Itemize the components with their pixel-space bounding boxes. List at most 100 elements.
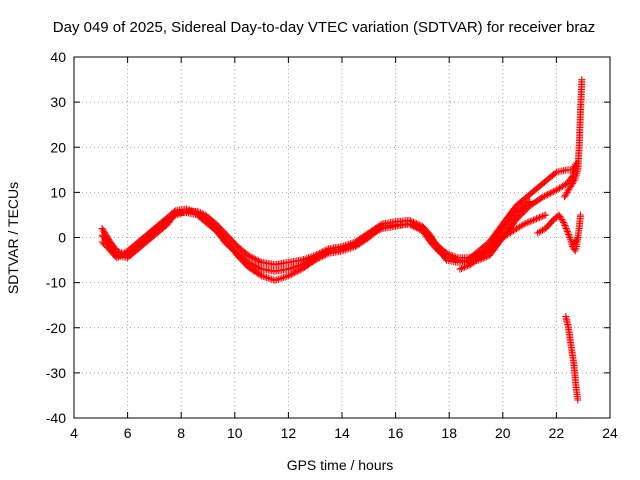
- y-tick-label: -20: [46, 320, 66, 336]
- data-point: [366, 230, 374, 238]
- series-track-c: [98, 197, 534, 275]
- data-point: [338, 245, 346, 253]
- data-point: [322, 249, 330, 257]
- data-point: [289, 263, 297, 271]
- data-point: [577, 211, 585, 219]
- data-point: [551, 169, 559, 177]
- data-point: [560, 193, 568, 201]
- data-point: [299, 260, 307, 268]
- data-point: [340, 244, 348, 252]
- data-point: [374, 227, 382, 235]
- data-point: [452, 253, 460, 261]
- series-track-d: [456, 211, 550, 273]
- data-point: [571, 238, 579, 246]
- data-point: [534, 214, 542, 222]
- data-point: [571, 175, 579, 183]
- data-point: [537, 227, 545, 235]
- data-point: [548, 188, 556, 196]
- data-point: [520, 220, 528, 228]
- data-point: [302, 258, 310, 266]
- y-tick-label: 0: [58, 230, 66, 246]
- data-point: [519, 221, 527, 229]
- data-point: [350, 241, 358, 249]
- data-point: [305, 257, 313, 265]
- data-point: [368, 230, 376, 238]
- data-point: [562, 190, 570, 198]
- data-point: [377, 225, 385, 233]
- data-point: [565, 232, 573, 240]
- data-point: [461, 263, 469, 271]
- data-point: [540, 192, 548, 200]
- data-point: [526, 197, 534, 205]
- series-track-f: [560, 76, 586, 201]
- data-point: [569, 178, 577, 186]
- data-point: [256, 271, 264, 279]
- data-point: [316, 252, 324, 260]
- data-point: [564, 229, 572, 237]
- data-point: [561, 221, 569, 229]
- data-point: [323, 248, 331, 256]
- data-point: [565, 230, 573, 238]
- data-point: [261, 273, 269, 281]
- data-point: [412, 222, 420, 230]
- data-point: [578, 76, 586, 84]
- data-point: [446, 251, 454, 259]
- x-tick-label: 20: [495, 425, 511, 441]
- data-point: [560, 220, 568, 228]
- data-point: [365, 231, 373, 239]
- data-point: [464, 262, 472, 270]
- data-point: [563, 227, 571, 235]
- data-point: [572, 171, 580, 179]
- data-point: [253, 263, 261, 271]
- data-point: [561, 191, 569, 199]
- data-point: [457, 264, 465, 272]
- series-track-h: [568, 211, 585, 251]
- chart-title: Day 049 of 2025, Sidereal Day-to-day VTE…: [53, 19, 595, 36]
- data-point: [256, 258, 264, 266]
- data-point: [565, 185, 573, 193]
- grid-lines: [74, 57, 610, 418]
- x-tick-label: 4: [70, 425, 78, 441]
- x-tick-label: 24: [602, 425, 618, 441]
- data-point: [286, 265, 294, 273]
- data-point: [572, 173, 580, 181]
- data-point: [546, 189, 554, 197]
- data-point: [348, 241, 356, 249]
- data-point: [444, 250, 452, 258]
- data-point: [568, 181, 576, 189]
- data-point: [405, 220, 413, 228]
- data-point: [558, 215, 566, 223]
- data-point: [281, 273, 289, 281]
- data-point: [538, 226, 546, 234]
- data-point: [346, 242, 354, 250]
- data-point: [567, 182, 575, 190]
- data-point: [569, 241, 577, 249]
- data-point: [537, 213, 545, 221]
- data-point: [246, 259, 254, 267]
- data-point: [407, 221, 415, 229]
- data-point: [539, 212, 547, 220]
- data-point: [572, 237, 580, 245]
- data-point: [304, 258, 312, 266]
- data-point: [566, 184, 574, 192]
- data-point: [534, 229, 542, 237]
- data-point: [264, 274, 272, 282]
- data-point: [252, 255, 260, 263]
- data-point: [296, 261, 304, 269]
- data-point: [284, 272, 292, 280]
- x-tick-label: 10: [227, 425, 243, 441]
- data-point: [341, 244, 349, 252]
- data-point: [532, 215, 540, 223]
- data-point: [298, 261, 306, 269]
- data-point: [317, 251, 325, 259]
- data-point: [539, 193, 547, 201]
- y-axis-title: SDTVAR / TECUs: [5, 182, 21, 294]
- data-point: [313, 253, 321, 261]
- data-point: [286, 271, 294, 279]
- data-point: [294, 262, 302, 270]
- data-point: [314, 252, 322, 260]
- data-point: [263, 274, 271, 282]
- data-point: [320, 249, 328, 257]
- data-point: [289, 270, 297, 278]
